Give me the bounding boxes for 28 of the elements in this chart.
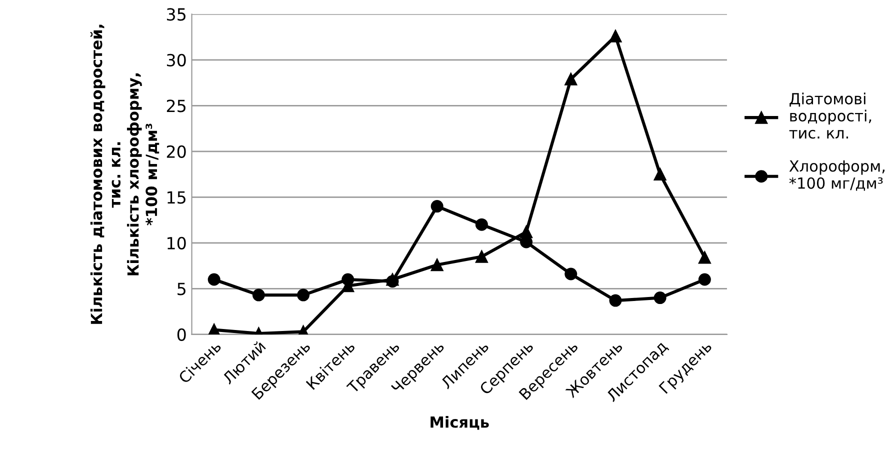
point xyxy=(564,268,578,280)
y-tick-label: 30 xyxy=(166,54,186,66)
y-tick-label: 10 xyxy=(168,236,186,250)
y-tick-label: 15 xyxy=(168,191,186,204)
legend-label: Хлороформ, *100 мг/дм³ xyxy=(789,160,884,191)
y-tick-label: 35 xyxy=(166,8,186,21)
legend-label: Діатомові водорості, тис. кл. xyxy=(789,92,872,139)
point xyxy=(430,258,444,272)
point xyxy=(564,72,578,86)
point xyxy=(430,200,444,213)
point xyxy=(654,168,666,181)
point xyxy=(475,218,488,231)
point xyxy=(609,30,622,42)
point xyxy=(520,226,533,238)
point xyxy=(654,292,666,304)
point xyxy=(252,288,265,302)
y-tick-label: 20 xyxy=(166,145,186,158)
x-axis-title: Місяць xyxy=(430,416,489,430)
y-axis-title: Кількість діатомових водоростей, тис. кл. Кількість хлороформу, *100 мг/дм³ xyxy=(90,24,160,324)
point xyxy=(698,251,711,264)
y-tick-label: 25 xyxy=(166,100,186,112)
point xyxy=(475,250,488,263)
point xyxy=(698,273,711,286)
point xyxy=(297,288,310,302)
point xyxy=(609,294,622,307)
point xyxy=(208,273,220,286)
y-tick-label: 0 xyxy=(177,328,186,341)
y-tick-label: 5 xyxy=(178,282,186,296)
